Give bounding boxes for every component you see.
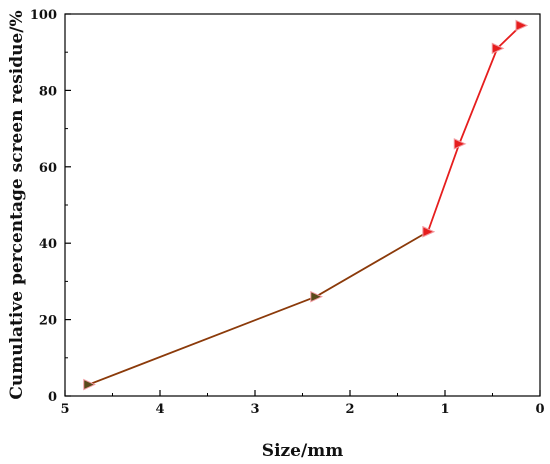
- x-tick-label: 1: [440, 402, 449, 417]
- series-layer: [83, 19, 529, 391]
- x-tick-label: 5: [60, 402, 69, 417]
- data-point-marker: [422, 225, 436, 238]
- x-tick-label: 2: [345, 402, 354, 417]
- plot-area: 5 4 3 2 1 0 0 20 40 60 80 100: [30, 8, 545, 417]
- y-tick-label: 20: [39, 314, 57, 329]
- x-tick-label: 3: [250, 402, 259, 417]
- y-axis-ticks: 0 20 40 60 80 100: [30, 8, 71, 405]
- data-point-marker: [310, 290, 324, 303]
- y-axis-title: Cumulative percentage screen residue/%: [7, 10, 27, 399]
- data-point-marker: [491, 42, 505, 55]
- x-tick-label: 0: [535, 402, 544, 417]
- x-axis-ticks: 5 4 3 2 1 0: [60, 390, 545, 417]
- series-line-1: [88, 230, 429, 386]
- data-point-marker: [83, 378, 96, 391]
- plot-frame: [64, 13, 541, 397]
- series-line-2: [427, 24, 522, 233]
- y-tick-label: 60: [39, 161, 57, 176]
- x-axis-title: Size/mm: [262, 441, 343, 461]
- data-point-marker: [515, 19, 529, 32]
- y-tick-label: 100: [30, 8, 57, 23]
- y-tick-label: 80: [39, 84, 57, 99]
- data-point-marker: [453, 138, 467, 150]
- y-tick-label: 40: [39, 237, 57, 252]
- x-tick-label: 4: [155, 402, 164, 417]
- y-tick-label: 0: [48, 390, 57, 405]
